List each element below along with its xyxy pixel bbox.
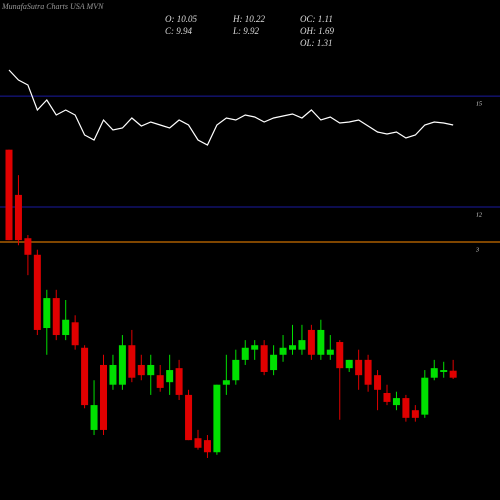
candle-body (326, 349, 334, 355)
candle-body (298, 340, 306, 350)
ohlc-info: L: 9.92 (232, 26, 260, 36)
candle-body (33, 254, 41, 330)
candle-body (260, 345, 268, 372)
candle-body (137, 364, 145, 376)
candle-body (392, 398, 400, 406)
candle-body (317, 329, 325, 355)
h-line-label: 12 (476, 212, 482, 218)
ohlc-info: OL: 1.31 (300, 38, 333, 48)
candle-body (194, 438, 202, 448)
candle-body (213, 384, 221, 453)
candle-body (147, 364, 155, 376)
candle-body (100, 364, 107, 430)
candle-body (241, 347, 249, 360)
candle-body (279, 347, 287, 355)
candle-body (14, 194, 22, 241)
candle-body (90, 405, 98, 430)
indicator-line (8, 69, 454, 146)
candle-body (232, 359, 240, 381)
candle-body (166, 370, 174, 383)
candle-body (449, 370, 457, 378)
candle-body (62, 319, 70, 336)
candle-body (251, 345, 259, 350)
candle-body (43, 298, 51, 329)
candle-body (336, 342, 344, 369)
candle-body (374, 375, 382, 390)
h-line-label: 3 (475, 247, 479, 253)
chart-title: MunafaSutra Charts USA MVN (1, 2, 104, 11)
candle-body (5, 149, 13, 241)
candle-body (364, 359, 372, 385)
ohlc-info: H: 10.22 (232, 14, 265, 24)
candle-body (52, 298, 60, 336)
candle-body (128, 345, 136, 378)
candle-body (383, 392, 391, 402)
candle-body (289, 345, 296, 350)
candle-body (402, 398, 410, 418)
ohlc-info: O: 10.05 (165, 14, 197, 24)
candle-body (24, 238, 32, 255)
ohlc-info: OC: 1.11 (300, 14, 333, 24)
candle-body (411, 410, 419, 418)
ohlc-info: OH: 1.69 (300, 26, 334, 36)
candle-body (440, 370, 448, 372)
h-line-label: 15 (476, 102, 482, 108)
candle-body (430, 368, 438, 378)
candle-body (307, 329, 315, 355)
candle-body (81, 347, 89, 406)
candle-body (222, 380, 230, 385)
candle-body (355, 359, 363, 376)
candle-body (71, 322, 79, 346)
candle-body (270, 354, 278, 371)
candle-body (118, 345, 126, 385)
ohlc-info: C: 9.94 (165, 26, 193, 36)
candle-body (421, 377, 429, 415)
candle-body (345, 359, 353, 369)
candle-body (175, 368, 183, 395)
candle-body (109, 364, 117, 385)
candle-body (185, 394, 193, 441)
candle-body (156, 375, 164, 388)
candle-body (203, 440, 211, 453)
